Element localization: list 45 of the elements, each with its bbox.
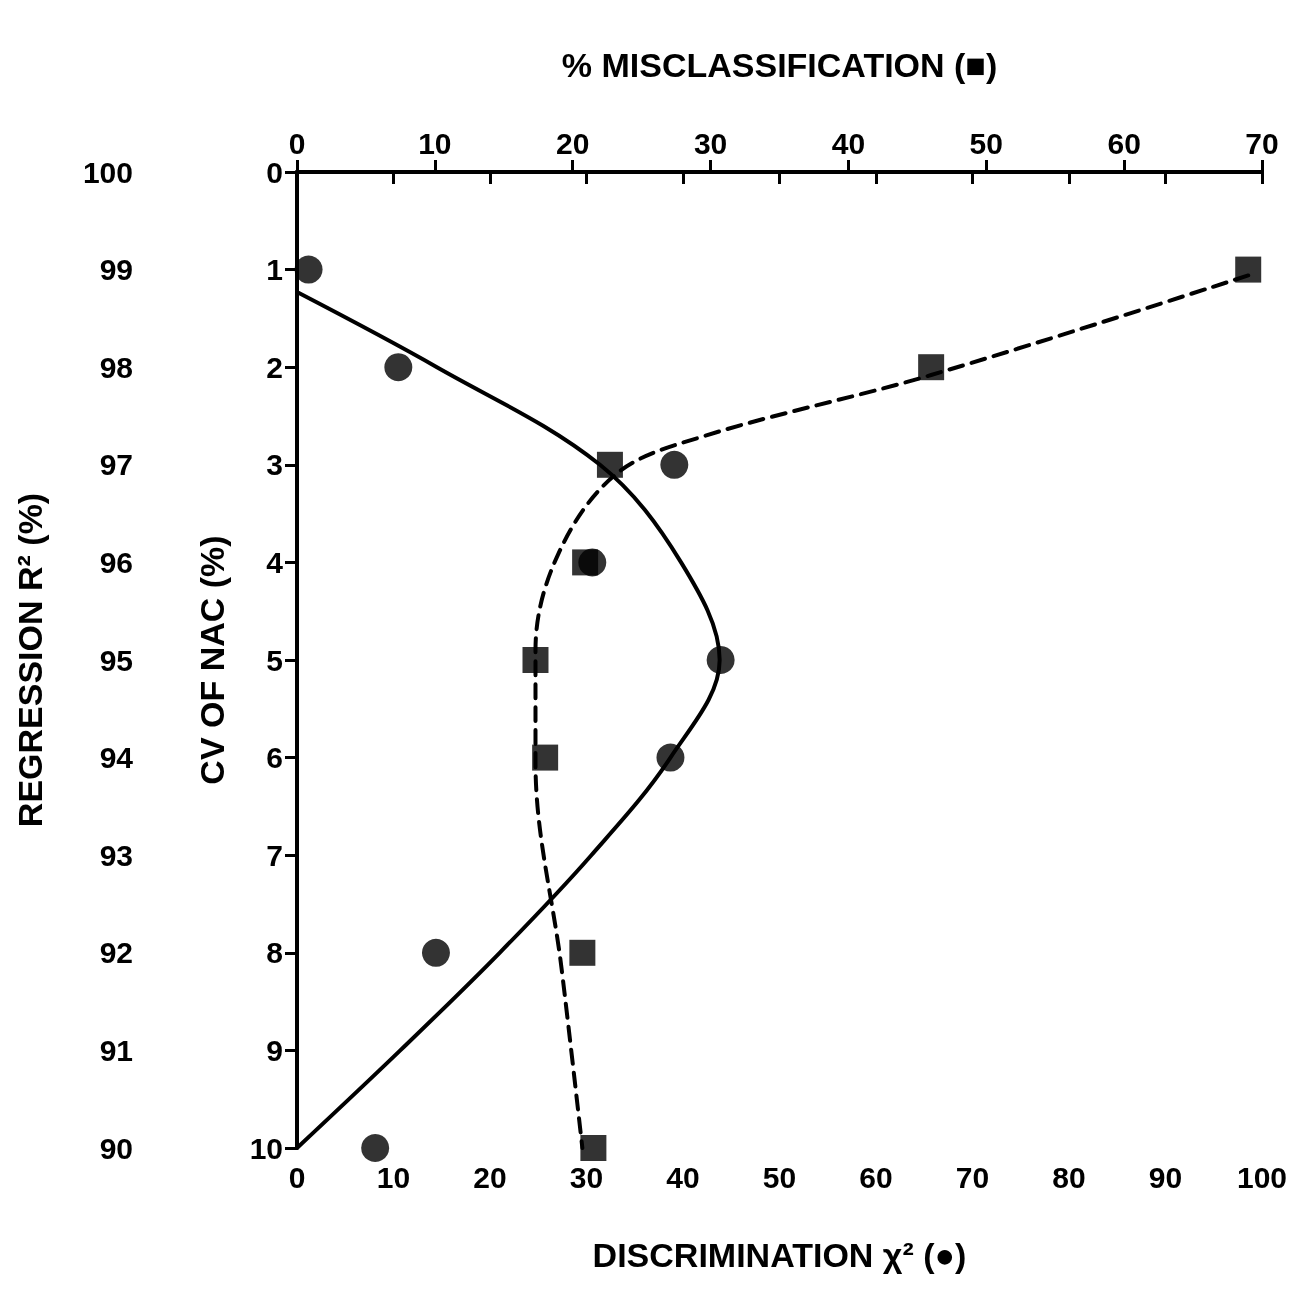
x2-tick-label: 40 xyxy=(831,126,866,160)
x-tick-label: 100 xyxy=(1236,1160,1288,1194)
y-tick-label: 3 xyxy=(266,448,283,482)
y2-tick-label: 92 xyxy=(99,936,133,970)
x2-tick-label: 30 xyxy=(693,126,728,160)
y-tick-label: 0 xyxy=(266,155,283,189)
y2-tick-label: 95 xyxy=(99,643,133,677)
y2-tick-label: 90 xyxy=(99,1131,133,1165)
x-axis-title: DISCRIMINATION χ² (●) xyxy=(592,1236,967,1274)
x-tick-label: 0 xyxy=(288,1160,306,1194)
x2-tick-label: 20 xyxy=(556,126,590,160)
x2-tick-label: 60 xyxy=(1107,126,1141,160)
y2-tick-label: 100 xyxy=(82,155,133,189)
x-tick-label: 50 xyxy=(762,1160,797,1194)
y2-tick-label: 94 xyxy=(99,741,134,775)
x-tick-label: 10 xyxy=(376,1160,411,1194)
x-tick-label: 40 xyxy=(666,1160,700,1194)
y-tick-label: 7 xyxy=(266,838,283,872)
y-tick-label: 6 xyxy=(266,741,283,775)
x-tick-label: 70 xyxy=(955,1160,990,1194)
y2-axis-title: REGRESSION R² (%) xyxy=(11,492,49,828)
x2-tick-label: 70 xyxy=(1245,126,1279,160)
y-tick-label: 5 xyxy=(266,643,283,677)
x2-tick-label: 10 xyxy=(418,126,452,160)
x-tick-label: 60 xyxy=(859,1160,893,1194)
y-tick-label: 10 xyxy=(249,1131,283,1165)
y-tick-label: 2 xyxy=(266,350,283,384)
y-tick-label: 8 xyxy=(266,936,283,970)
x-tick-label: 30 xyxy=(569,1160,604,1194)
x-tick-label: 80 xyxy=(1052,1160,1086,1194)
y2-tick-label: 97 xyxy=(99,448,133,482)
y-tick-label: 9 xyxy=(266,1033,283,1067)
x-tick-label: 90 xyxy=(1148,1160,1183,1194)
x-tick-label: 20 xyxy=(473,1160,507,1194)
x2-axis-title: % MISCLASSIFICATION (■) xyxy=(561,46,998,84)
x2-tick-label: 0 xyxy=(288,126,306,160)
y-tick-label: 1 xyxy=(266,253,283,287)
y2-tick-label: 93 xyxy=(99,838,133,872)
y2-tick-label: 96 xyxy=(99,545,133,579)
x2-tick-label: 50 xyxy=(969,126,1003,160)
y-axis-title: CV OF NAC (%) xyxy=(193,535,231,785)
y2-tick-label: 98 xyxy=(99,350,133,384)
y2-tick-label: 99 xyxy=(99,253,133,287)
y-tick-label: 4 xyxy=(266,545,284,579)
y2-tick-label: 91 xyxy=(99,1033,133,1067)
